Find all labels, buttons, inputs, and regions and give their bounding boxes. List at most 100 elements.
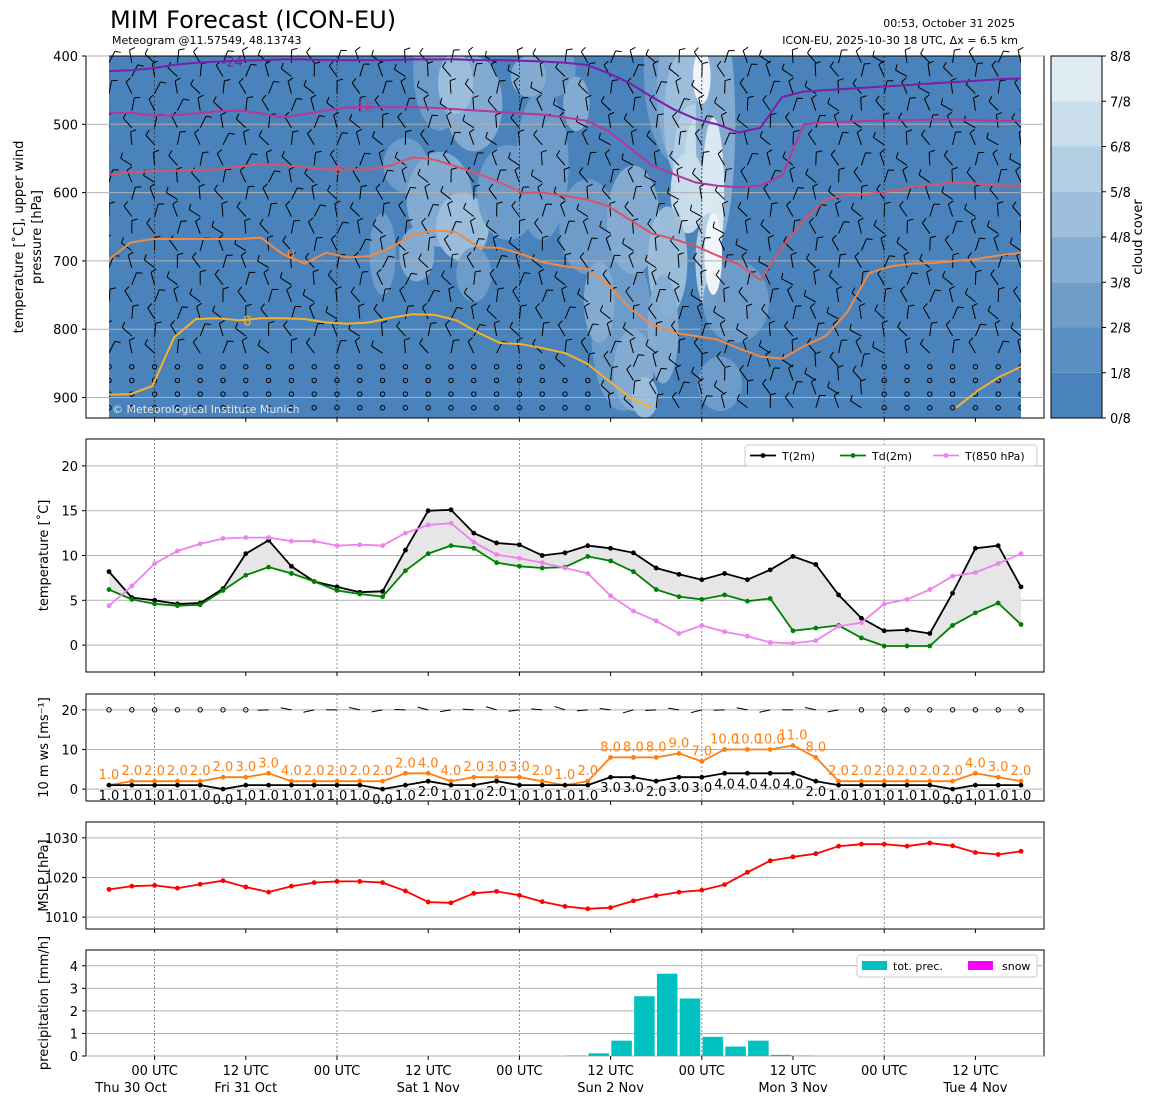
calm-wind-marker [265,377,272,384]
wind-barb-feather [471,303,478,307]
wind-barb-feather [280,62,284,69]
wind-barb [473,152,479,166]
wind-barb [245,186,249,200]
gust-value-label: 2.0 [1011,764,1032,779]
wind-barb-feather [354,337,361,342]
wind-barb-feather [566,338,573,341]
wind-barb-feather [921,129,926,136]
wind-barb [603,355,612,368]
wind-barb-feather [238,77,244,83]
wind-barb-feather [630,46,636,51]
colorbar-segment [1051,56,1102,102]
wind-barb-feather [853,166,859,173]
legend-swatch [862,961,887,970]
windspeed-value-label: 4.0 [714,777,735,792]
wind-barb-feather [469,128,475,133]
wind-barb-feather [319,115,326,117]
wind-barb-feather [736,323,739,330]
windspeed-value-label: 3.0 [623,781,644,796]
gust-value-label: 2.0 [395,756,416,771]
wind-barb [610,340,616,354]
wind-barb [622,709,634,714]
wind-barb [788,81,794,94]
legend-marker [850,453,856,458]
mslp-point [311,880,317,886]
t850-point [380,543,385,549]
wind-barb-feather [1003,50,1010,53]
wind-barb-feather [110,287,117,290]
wind-barb [336,169,339,183]
wind-barb-feather [878,60,884,66]
y-axis-label: pressure [hPa] [30,190,45,284]
wind-barb-feather [673,200,679,206]
td2m-point [881,643,887,649]
wind-barb-feather [816,150,823,153]
wind-barb-feather [375,183,381,189]
wind-barb [397,116,406,129]
wind-barb-feather [679,47,686,51]
calm-wind-marker [995,364,1001,370]
wind-barb [468,132,475,145]
wind-barb-feather [621,153,624,160]
calm-wind-marker [949,391,956,397]
y-tick-label: 0 [70,783,78,798]
t850-point [722,629,727,635]
windspeed-point [403,782,408,788]
wind-barb [655,203,660,217]
wind-barb [268,114,271,128]
wind-barb-feather [875,95,880,101]
td2m-point [220,588,226,593]
wind-barb-feather [305,337,311,344]
wind-barb [1018,131,1022,145]
y-tick-label: 10 [61,550,78,565]
wind-barb [325,311,338,320]
wind-barb [196,306,201,320]
gust-point [859,778,864,784]
t2m-point [881,628,887,634]
t850-point [106,603,112,609]
wind-barb [354,340,361,354]
wind-barb [806,258,817,269]
y-tick-label: 20 [61,460,78,475]
t2m-point [494,540,499,546]
wind-barb [738,291,748,303]
wind-barb [176,340,180,354]
wind-barb-feather [862,270,869,273]
gust-value-label: 4.0 [418,756,439,771]
wind-barb [306,52,315,64]
y-tick-label: 600 [53,187,78,202]
wind-barb-feather [398,200,404,206]
wind-barb-feather [220,111,227,116]
wind-barb [303,709,315,713]
wind-barb [404,306,409,320]
wind-barb-feather [372,219,377,225]
wind-barb [653,152,657,166]
wind-barb [610,367,613,381]
wind-barb-feather [214,269,220,275]
windspeed-point [517,782,522,788]
calm-wind-marker [243,707,249,713]
wind-barb-feather [943,150,949,156]
td2m-point [517,563,522,569]
gust-value-label: 2.0 [121,764,142,779]
wind-barb [610,80,613,94]
wind-barb-feather [861,184,868,187]
wind-barb [508,709,520,712]
wind-barb-feather [769,320,776,324]
y-tick-label: 700 [53,255,78,270]
wind-barb-feather [684,98,691,100]
wind-barb [426,63,429,77]
calm-wind-marker [174,377,181,384]
wind-barb-feather [285,200,291,206]
wind-barb-feather [623,113,628,119]
gust-value-label: 11.0 [779,729,808,744]
wind-barb [789,169,794,183]
gust-value-label: 2.0 [372,764,393,779]
cloud-blob [693,56,711,104]
wind-barb [671,396,680,409]
wind-barb-feather [350,286,355,293]
mslp-point [289,883,294,889]
wind-barb [808,222,817,234]
wind-barb [167,67,178,77]
gust-value-label: 2.0 [167,764,188,779]
